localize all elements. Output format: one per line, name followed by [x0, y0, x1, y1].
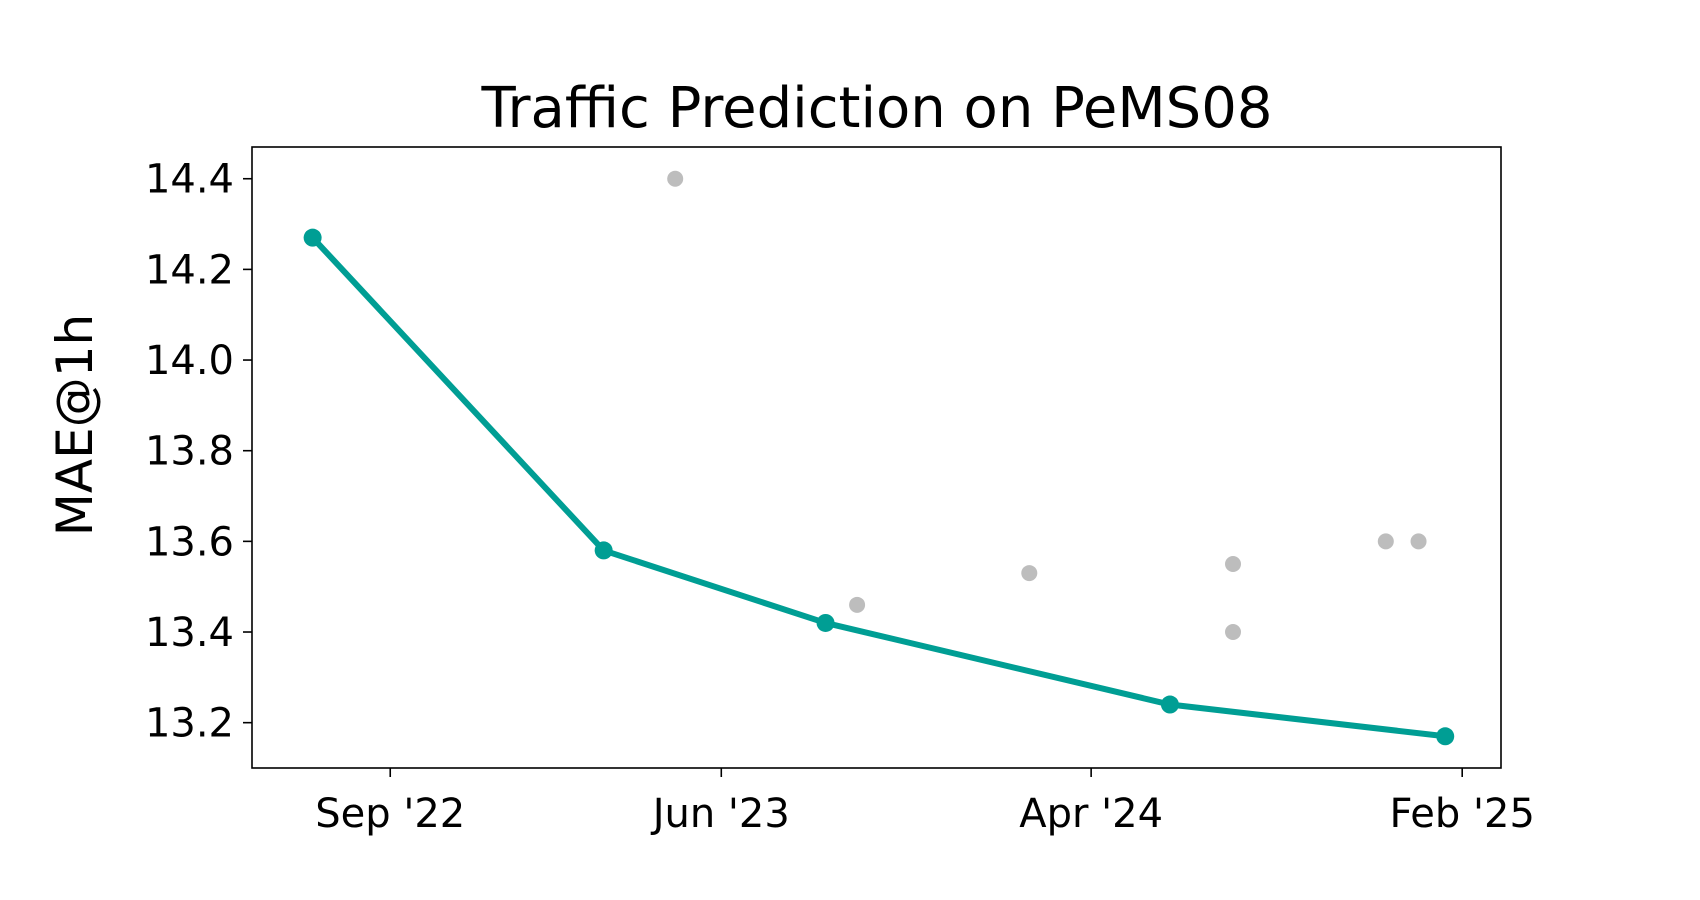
x-tick-label: Jun '23 [650, 791, 790, 837]
best-series-point [1160, 695, 1179, 714]
best-series-point [816, 613, 835, 632]
plot-area: 13.2 13.4 13.6 13.8 14.0 14.2 14.4 Sep '22 Jun '… [145, 157, 1535, 837]
x-tick-label: Apr '24 [1019, 791, 1163, 837]
best-series-line [309, 234, 1449, 740]
best-series-point [594, 541, 613, 560]
y-tick-label: 13.8 [145, 429, 234, 475]
y-tick-label: 14.0 [145, 338, 234, 384]
y-tick-label: 13.6 [145, 519, 234, 565]
other-result-point [667, 170, 684, 187]
y-axis-label: MAE@1h [46, 314, 104, 536]
axes-frame [251, 146, 1502, 769]
other-result-point [1225, 624, 1242, 641]
x-tick-label: Sep '22 [315, 791, 465, 837]
other-result-point [1410, 533, 1427, 550]
y-tick-label: 13.2 [145, 701, 234, 747]
best-series-point [303, 228, 322, 247]
chart-title: Traffic Prediction on PeMS08 [481, 76, 1273, 141]
other-result-point [1377, 533, 1394, 550]
y-tick-label: 14.2 [145, 247, 234, 293]
y-tick-label: 14.4 [145, 157, 234, 203]
y-tick-label: 13.4 [145, 610, 234, 656]
other-result-point [1021, 565, 1038, 582]
best-series-point [1436, 727, 1455, 746]
other-result-point [849, 596, 866, 613]
x-tick-label: Feb '25 [1389, 791, 1534, 837]
other-result-point [1225, 556, 1242, 573]
